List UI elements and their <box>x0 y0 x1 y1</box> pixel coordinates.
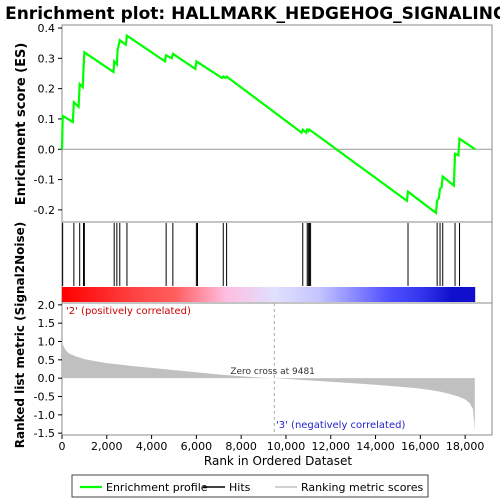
enrichment-profile-series <box>60 33 476 215</box>
metric-x-tick-label: 18,000 <box>446 440 485 453</box>
es-y-tick-label: 0.1 <box>38 113 56 126</box>
metric-x-tick-label: 0 <box>59 440 66 453</box>
ranking-metric-area <box>62 339 475 432</box>
es-panel-frame <box>61 24 493 223</box>
metric-x-tick-label: 16,000 <box>401 440 440 453</box>
metric-y-tick-label: 1.5 <box>38 317 56 330</box>
es-y-axis-label: Enrichment score (ES) <box>14 43 29 206</box>
es-y-tick-label: -0.1 <box>34 174 55 187</box>
zero-cross-annotation: Zero cross at 9481 <box>230 367 315 377</box>
legend-label: Enrichment profile <box>106 481 208 494</box>
metric-y-tick-label: 0.5 <box>38 354 56 367</box>
metric-y-tick-label: 0.0 <box>38 372 56 385</box>
metric-x-tick-label: 6,000 <box>181 440 213 453</box>
chart-title: Enrichment plot: HALLMARK_HEDGEHOG_SIGNA… <box>5 4 500 24</box>
metric-x-tick-label: 14,000 <box>356 440 395 453</box>
negative-correlation-label: '3' (negatively correlated) <box>276 420 405 431</box>
enrichment-profile-line <box>60 33 476 215</box>
hit-lines <box>62 223 461 286</box>
metric-x-tick-label: 2,000 <box>91 440 123 453</box>
metric-y-tick-label: -0.5 <box>34 391 55 404</box>
es-y-tick-label: 0.4 <box>38 22 56 35</box>
metric-x-tick-label: 4,000 <box>136 440 168 453</box>
metric-y-tick-label: -1.0 <box>34 409 55 422</box>
metric-y-axis-label: Ranked list metric (Signal2Noise) <box>13 222 27 449</box>
legend: Enrichment profile Hits Ranking metric sco… <box>80 481 423 494</box>
metric-x-tick-label: 10,000 <box>267 440 306 453</box>
metric-x-axis-label: Rank in Ordered Dataset <box>204 454 352 468</box>
es-y-tick-label: 0.2 <box>38 83 56 96</box>
ranking-color-bar <box>62 287 476 302</box>
legend-label: Hits <box>229 481 251 494</box>
metric-x-axis: 0 2,000 4,000 6,000 8,000 10,000 12,000 14,000 1… <box>59 435 485 453</box>
metric-y-tick-label: 2.0 <box>38 299 56 312</box>
metric-x-tick-label: 12,000 <box>312 440 351 453</box>
es-y-tick-label: -0.2 <box>34 204 55 217</box>
ranking-metric-fill <box>62 339 475 432</box>
es-y-axis: -0.2 -0.1 0.0 0.1 0.2 0.3 0.4 <box>34 22 62 217</box>
legend-label: Ranking metric scores <box>301 481 423 494</box>
metric-y-tick-label: 1.0 <box>38 336 56 349</box>
positive-correlation-label: '2' (positively correlated) <box>66 306 191 317</box>
metric-x-tick-label: 8,000 <box>225 440 257 453</box>
legend-box <box>71 474 429 498</box>
metric-y-axis: -1.5 -1.0 -0.5 0.0 0.5 1.0 1.5 2.0 <box>34 299 62 440</box>
es-y-tick-label: 0.0 <box>38 143 56 156</box>
es-y-tick-label: 0.3 <box>38 52 56 65</box>
metric-y-tick-label: -1.5 <box>34 427 55 440</box>
